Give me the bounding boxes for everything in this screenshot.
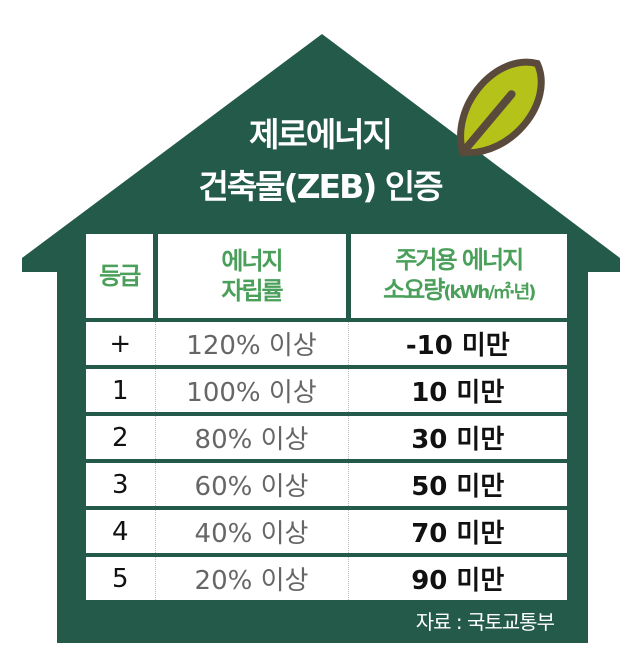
rate-cell: 120% 이상	[155, 318, 349, 367]
usage-cell: 90 미만	[348, 553, 567, 600]
rate-cell: 100% 이상	[155, 365, 349, 414]
header-grade: 등급	[86, 234, 158, 320]
rate-cell: 60% 이상	[155, 459, 349, 508]
grade-cell: +	[86, 318, 156, 367]
header-usage: 주거용 에너지 소요량(kWh/㎡·년)	[348, 234, 567, 320]
header-row: 등급 에너지 자립률 주거용 에너지 소요량(kWh/㎡·년)	[86, 234, 567, 320]
source-note: 자료 : 국토교통부	[415, 610, 555, 634]
rate-cell: 40% 이상	[155, 506, 349, 555]
grade-cell: 2	[86, 412, 156, 461]
header-rate: 에너지 자립률	[155, 234, 351, 320]
table-row: 5 20% 이상 90 미만	[86, 553, 567, 600]
header-usage-line1: 주거용 에너지	[395, 245, 524, 274]
rate-cell: 80% 이상	[155, 412, 349, 461]
grade-cell: 5	[86, 553, 156, 600]
table-row: 2 80% 이상 30 미만	[86, 412, 567, 461]
usage-cell: 10 미만	[348, 365, 567, 414]
header-usage-line2: 소요량	[383, 275, 445, 304]
usage-cell: 50 미만	[348, 459, 567, 508]
table-row: 4 40% 이상 70 미만	[86, 506, 567, 555]
title-line-1: 제로에너지	[249, 115, 393, 154]
title-line-2: 건축물(ZEB) 인증	[198, 167, 443, 206]
header-rate-line1: 에너지	[221, 247, 283, 275]
header-rate-line2: 자립률	[221, 277, 283, 305]
rate-cell: 20% 이상	[155, 553, 349, 600]
usage-cell: 30 미만	[348, 412, 567, 461]
table-row: 3 60% 이상 50 미만	[86, 459, 567, 508]
grade-cell: 1	[86, 365, 156, 414]
zeb-grade-table: 등급 에너지 자립률 주거용 에너지 소요량(kWh/㎡·년) +120% 이상 -1…	[86, 234, 567, 600]
usage-cell: -10 미만	[348, 318, 567, 367]
table-row: 1 100% 이상 10 미만	[86, 365, 567, 414]
grade-cell: 4	[86, 506, 156, 555]
table-row: +120% 이상 -10 미만	[86, 318, 567, 367]
header-usage-unit: (kWh/㎡·년)	[443, 281, 536, 303]
grade-cell: 3	[86, 459, 156, 508]
leaf-icon	[457, 58, 545, 157]
usage-cell: 70 미만	[348, 506, 567, 555]
